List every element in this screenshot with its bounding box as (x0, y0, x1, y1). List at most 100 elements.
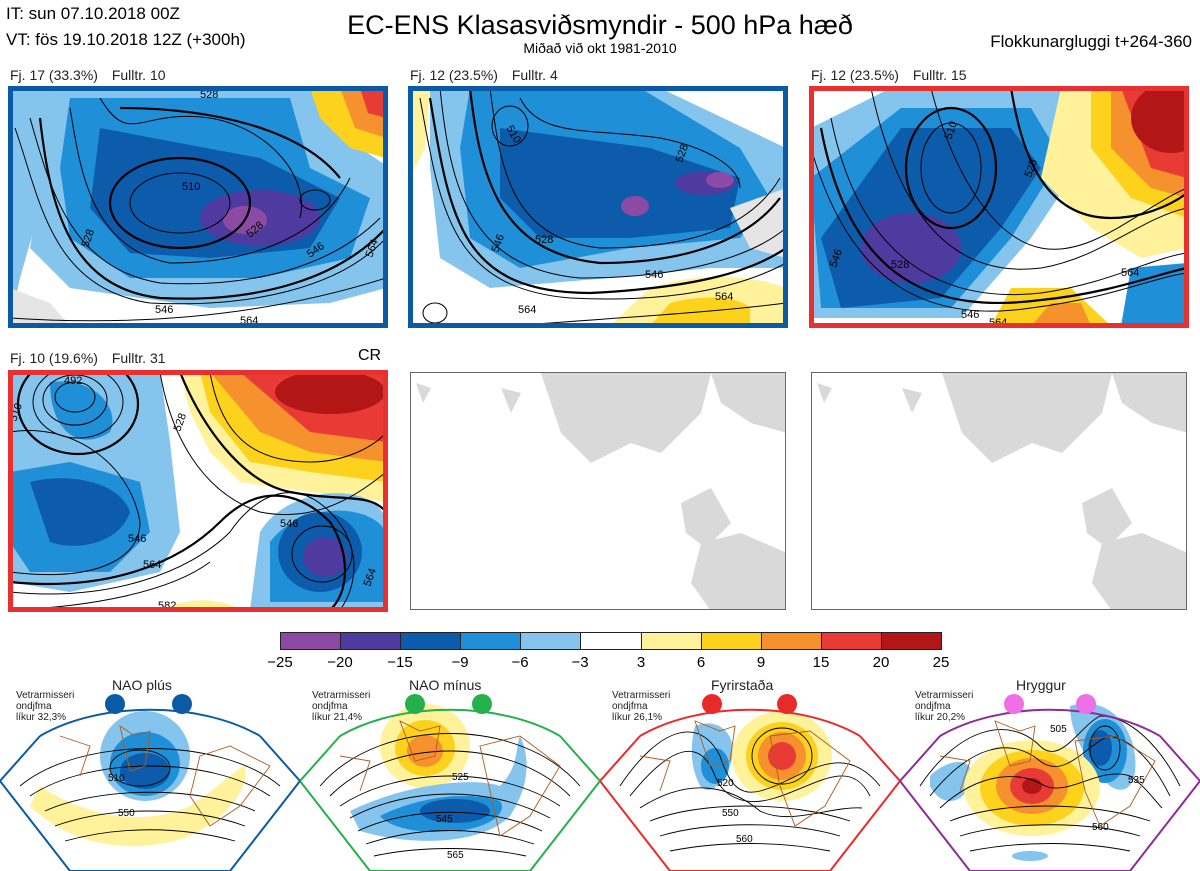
contour-label: 528 (891, 259, 909, 271)
contour-label: 565 (447, 850, 464, 861)
panel-2-label: Fj. 12 (23.5%) Fulltr. 4 (410, 67, 568, 83)
regime-marker-dot (405, 694, 425, 714)
panel-4-representative: Fulltr. 31 (111, 350, 166, 366)
contour-label: 528 (674, 143, 692, 164)
colorbar-swatch (821, 633, 882, 649)
contour-label: 528 (172, 412, 190, 433)
colorbar-swatch (341, 633, 402, 649)
regime-note-line: ondjfma (312, 701, 348, 712)
colorbar-tick: −20 (327, 654, 353, 671)
regime-note: Vetrarmisseri ondjfma líkur 26,1% (612, 690, 670, 723)
regime-ridge: 505 535 560 (900, 676, 1200, 871)
contour-label: 560 (736, 834, 753, 845)
regime-note-line: ondjfma (16, 701, 52, 712)
panel-3-frequency: Fj. 12 (23.5%) (811, 67, 899, 83)
panel-1-frequency: Fj. 17 (33.3%) (10, 67, 98, 83)
colorbar-tick: −3 (571, 654, 589, 671)
colorbar-swatch (401, 633, 462, 649)
regime-note-line: líkur 20,2% (915, 712, 966, 723)
colorbar-swatch (761, 633, 822, 649)
regime-nao-plus-map: 510 550 (0, 706, 300, 871)
regime-note: Vetrarmisseri ondjfma líkur 21,4% (312, 690, 370, 723)
panel-1-label: Fj. 17 (33.3%) Fulltr. 10 (10, 67, 176, 83)
page-subtitle: Miðað við okt 1981-2010 (523, 40, 677, 56)
cluster-map-4: 492 510 528 546 546 564 564 582 (10, 372, 386, 610)
contour-label: 528 (80, 228, 98, 249)
regime-note-line: Vetrarmisseri (312, 690, 371, 701)
colorbar-tick: 25 (932, 654, 950, 671)
regime-marker-dot (777, 694, 797, 714)
panel-4-label: Fj. 10 (19.6%) Fulltr. 31 (10, 350, 176, 366)
contour-label: 564 (364, 238, 382, 259)
cluster-map-1: 510 528 546 546 564 528 564 528 (10, 88, 386, 326)
regime-note-line: líkur 21,4% (312, 712, 363, 723)
empty-map-5 (410, 372, 786, 610)
colorbar-tick: −15 (387, 654, 413, 671)
colorbar-tick: −6 (511, 654, 529, 671)
panel-2-frequency: Fj. 12 (23.5%) (410, 67, 498, 83)
valid-time: VT: fös 19.10.2018 12Z (+300h) (6, 30, 246, 49)
contour-label: 550 (118, 808, 135, 819)
panel-3-representative: Fulltr. 15 (912, 67, 967, 83)
empty-map-6-graphic (817, 373, 1186, 609)
regime-nao-plus: 510 550 (0, 676, 300, 871)
cluster-map-4-graphic: 492 510 528 546 546 564 564 582 (10, 372, 386, 610)
contour-label: 546 (128, 533, 146, 545)
contour-label: 564 (143, 559, 161, 571)
anomaly-colorbar (280, 632, 942, 650)
colorbar-tick: 9 (756, 654, 766, 671)
contour-label: 564 (362, 567, 380, 588)
cluster-map-3: 510 528 528 546 546 564 564 (811, 88, 1187, 326)
regime-note-line: líkur 32,3% (16, 712, 67, 723)
contour-label: 528 (1023, 158, 1041, 179)
colorbar-tick: 3 (636, 654, 646, 671)
regime-note: Vetrarmisseri ondjfma líkur 20,2% (915, 690, 973, 723)
empty-map-5-graphic (416, 373, 785, 609)
contour-label: 564 (240, 315, 258, 326)
control-run-marker: CR (358, 347, 382, 364)
contour-label: 492 (64, 375, 82, 387)
contour-label: 510 (108, 773, 125, 784)
cluster-map-2-graphic: 510 528 528 546 546 564 564 (410, 88, 786, 326)
colorbar-tick: 6 (696, 654, 706, 671)
regime-title: Fyrirstaða (711, 677, 774, 693)
regime-marker-dot (1076, 694, 1096, 714)
panel-3-label: Fj. 12 (23.5%) Fulltr. 15 (811, 67, 977, 83)
contour-label: 582 (158, 600, 176, 610)
panel-2-representative: Fulltr. 4 (511, 67, 558, 83)
contour-label: 546 (155, 304, 173, 316)
panel-4-frequency: Fj. 10 (19.6%) (10, 350, 98, 366)
contour-label: 546 (961, 309, 979, 321)
regime-marker-dot (1004, 694, 1024, 714)
contour-label: 525 (452, 772, 469, 783)
contour-label: 546 (645, 269, 663, 281)
empty-map-6 (811, 372, 1187, 610)
page-title: EC-ENS Klasasviðsmyndir - 500 hPa hæð (347, 10, 853, 40)
regime-marker-dot (472, 694, 492, 714)
contour-label: 535 (1128, 775, 1145, 786)
regime-ridge-map: 505 535 560 (900, 703, 1200, 871)
contour-label: 564 (518, 304, 536, 316)
regime-blocking-map: 520 550 560 (600, 706, 900, 871)
colorbar-tick: −25 (267, 654, 293, 671)
colorbar-tick: 15 (812, 654, 830, 671)
regime-title: NAO plús (112, 677, 172, 693)
regime-note-line: líkur 26,1% (612, 712, 663, 723)
classification-window: Flokkunargluggi t+264-360 (990, 32, 1192, 51)
contour-label: 564 (1121, 267, 1139, 279)
initial-time: IT: sun 07.10.2018 00Z (6, 4, 180, 23)
regime-note-line: ondjfma (612, 701, 648, 712)
contour-label: 510 (943, 120, 961, 141)
colorbar-swatch (701, 633, 762, 649)
colorbar-swatch (881, 633, 942, 649)
contour-label: 546 (280, 518, 298, 530)
regime-marker-dot (172, 694, 192, 714)
colorbar-tick: −9 (451, 654, 469, 671)
contour-label: 528 (535, 234, 553, 246)
contour-label: 505 (1050, 724, 1067, 735)
regime-blocking: 520 550 560 (600, 676, 900, 871)
contour-label: 545 (436, 814, 453, 825)
regime-nao-minus-map: 525 545 565 (300, 704, 600, 871)
contour-label: 564 (715, 291, 733, 303)
regime-title: NAO mínus (409, 677, 482, 693)
